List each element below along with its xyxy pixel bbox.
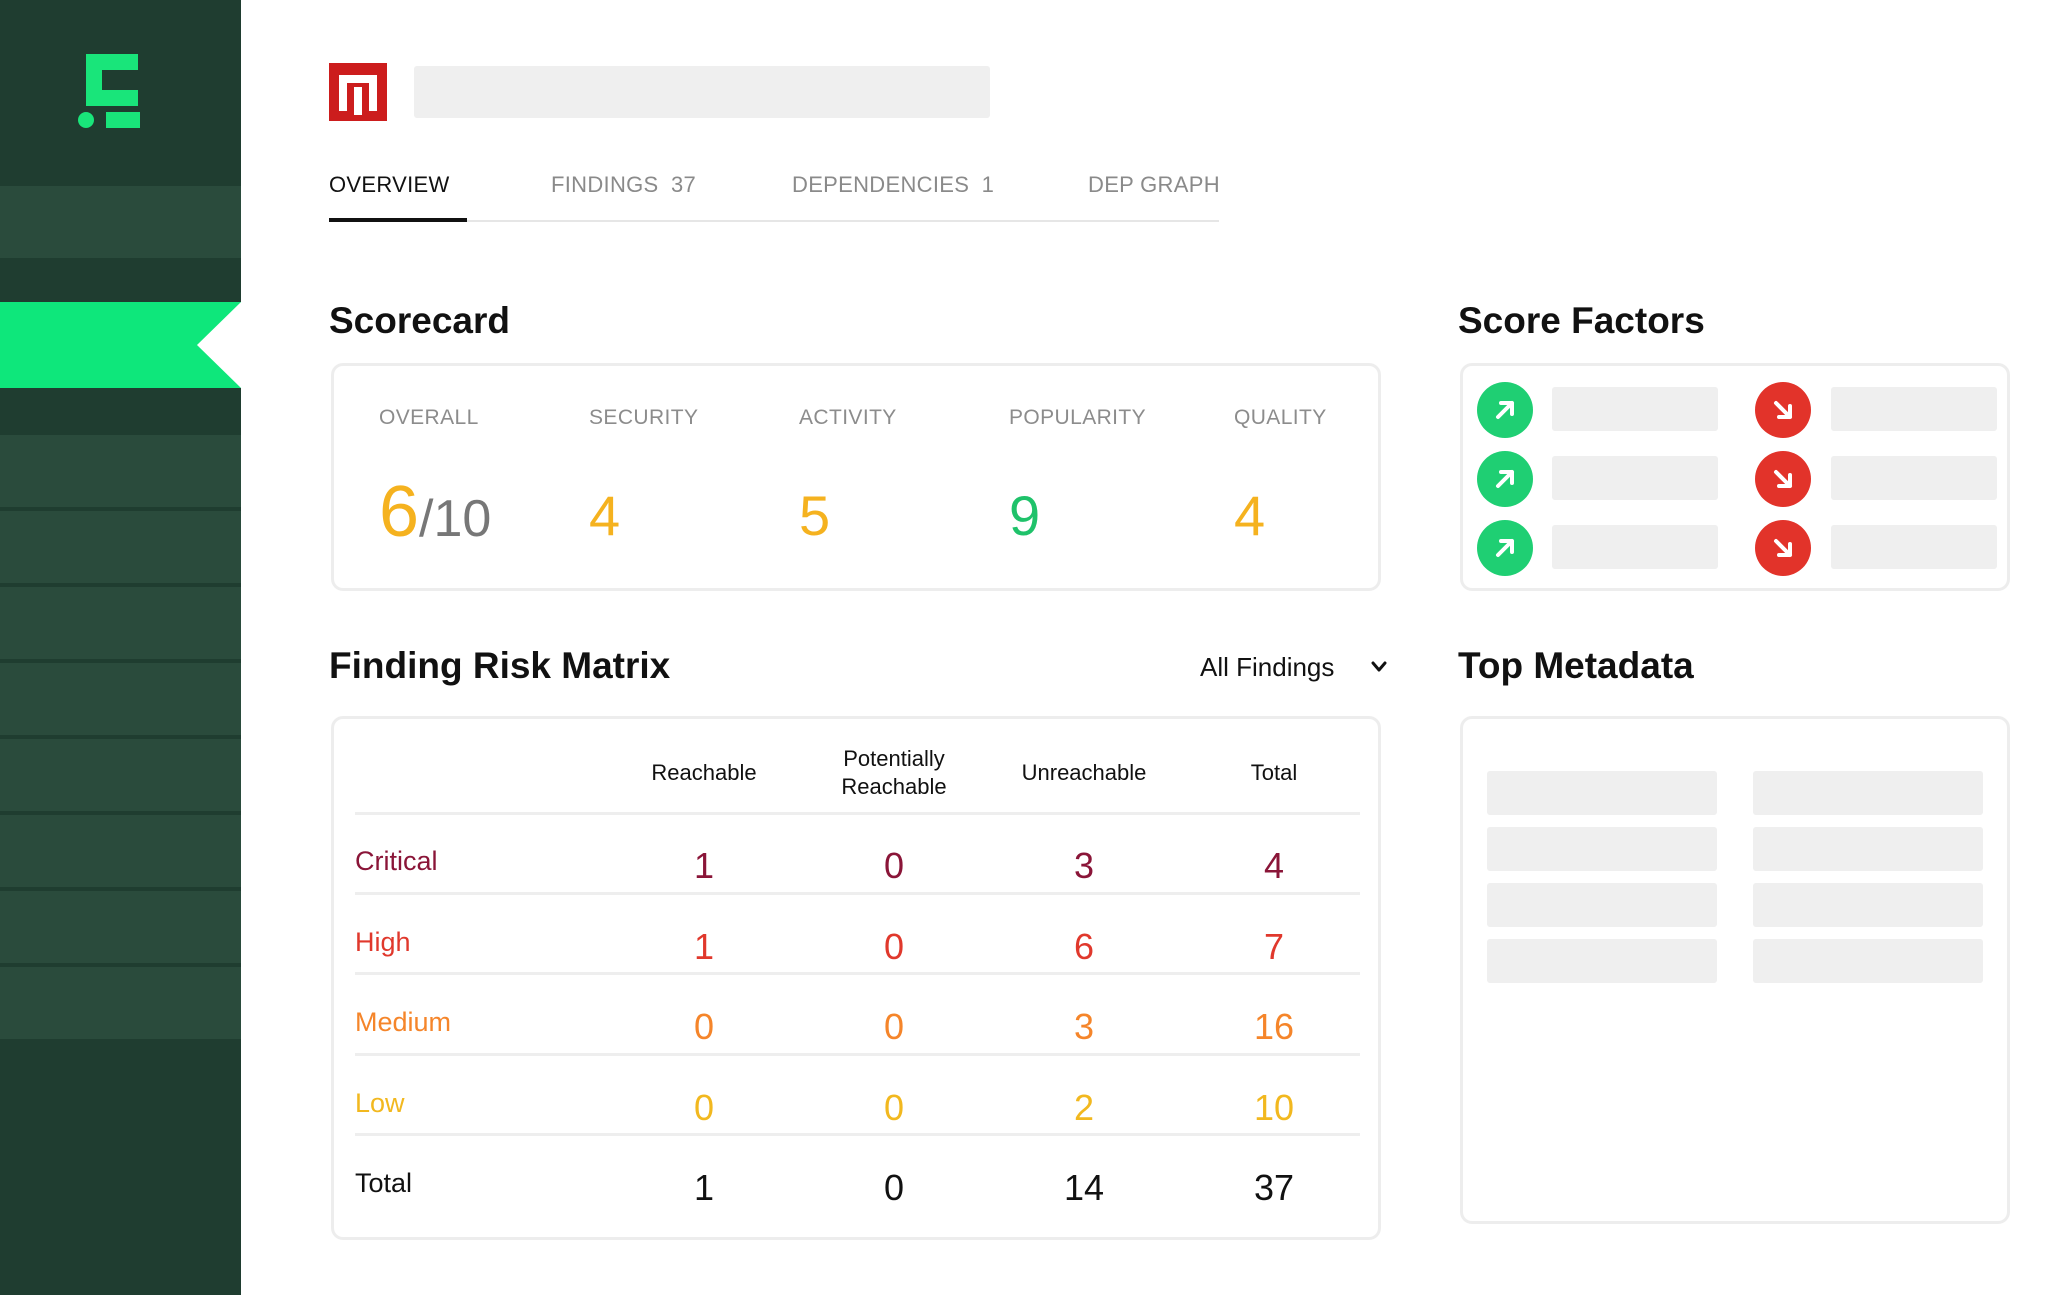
activity-score: 5 (799, 484, 831, 547)
tab-count: 1 (981, 172, 995, 197)
divider (355, 892, 1360, 895)
tab-overview[interactable]: OVERVIEW (329, 172, 450, 197)
row-label-total: Total (355, 1168, 413, 1198)
row-label-critical: Critical (355, 846, 438, 876)
cell-critical-unreachable[interactable]: 3 (1073, 845, 1095, 886)
cell-total-potentially-reachable: 0 (883, 1167, 905, 1208)
col-header-unreachable: Unreachable (1021, 760, 1147, 785)
arrow-up-right-icon (1477, 451, 1533, 507)
popularity-score: 9 (1009, 484, 1041, 547)
activity-label: ACTIVITY (799, 406, 897, 429)
risk-matrix-title: Finding Risk Matrix (329, 645, 671, 686)
endor-logo-icon[interactable] (78, 54, 148, 128)
arrow-up-right-icon (1477, 382, 1533, 438)
security-label: SECURITY (589, 406, 699, 429)
popularity-label: POPULARITY (1009, 406, 1147, 429)
row-label-high: High (355, 927, 411, 957)
row-label-low: Low (355, 1088, 405, 1118)
tab-count: 37 (670, 172, 697, 197)
security-score: 4 (589, 484, 621, 547)
overall-label: OVERALL (379, 406, 479, 429)
cell-total-total: 37 (1253, 1167, 1295, 1208)
cell-medium-total[interactable]: 16 (1253, 1006, 1295, 1047)
sidebar-item[interactable] (0, 186, 241, 258)
cell-medium-potentially-reachable[interactable]: 0 (883, 1006, 905, 1047)
cell-high-unreachable[interactable]: 6 (1073, 926, 1095, 967)
cell-high-potentially-reachable[interactable]: 0 (883, 926, 905, 967)
cell-critical-reachable[interactable]: 1 (693, 845, 715, 886)
sidebar-item[interactable] (0, 739, 241, 811)
sidebar-item[interactable] (0, 587, 241, 659)
factor-placeholder (1831, 525, 1997, 569)
metadata-placeholder (1753, 827, 1983, 871)
overall-score: 6/10 (379, 472, 492, 552)
divider (355, 972, 1360, 975)
arrow-down-right-icon (1755, 520, 1811, 576)
cell-low-reachable[interactable]: 0 (693, 1087, 715, 1128)
sidebar-item[interactable] (0, 663, 241, 735)
sidebar (0, 0, 241, 1295)
tab-dep-graph[interactable]: DEP GRAPH (1088, 172, 1220, 197)
factor-placeholder (1552, 525, 1718, 569)
row-label-medium: Medium (355, 1007, 452, 1037)
cell-low-total[interactable]: 10 (1253, 1087, 1295, 1128)
metadata-placeholder (1753, 883, 1983, 927)
scorecard-card: OVERALL 6/10 SECURITY 4 ACTIVITY 5 POPUL… (331, 363, 1381, 591)
risk-matrix-card: Reachable Potentially Reachable Unreacha… (331, 716, 1381, 1240)
col-header-reachable: Reachable (651, 760, 757, 785)
sidebar-item[interactable] (0, 891, 241, 963)
chevron-down-icon (1371, 661, 1387, 672)
sidebar-item[interactable] (0, 435, 241, 507)
tab-dependencies[interactable]: DEPENDENCIES 1 (792, 172, 995, 197)
tab-findings[interactable]: FINDINGS 37 (551, 172, 697, 197)
cell-high-total[interactable]: 7 (1263, 926, 1285, 967)
cell-medium-unreachable[interactable]: 3 (1073, 1006, 1095, 1047)
cell-critical-potentially-reachable[interactable]: 0 (883, 845, 905, 886)
metadata-placeholder (1753, 939, 1983, 983)
factor-placeholder (1831, 387, 1997, 431)
npm-logo-icon (329, 63, 387, 121)
metadata-placeholder (1487, 827, 1717, 871)
findings-filter-dropdown[interactable]: All Findings (1200, 652, 1387, 683)
metadata-placeholder (1487, 883, 1717, 927)
top-metadata-title: Top Metadata (1458, 645, 1694, 686)
divider (355, 1053, 1360, 1056)
sidebar-item[interactable] (0, 815, 241, 887)
tab-active-underline (329, 218, 467, 222)
sidebar-item[interactable] (0, 967, 241, 1039)
cell-critical-total[interactable]: 4 (1263, 845, 1285, 886)
cell-medium-reachable[interactable]: 0 (693, 1006, 715, 1047)
factor-placeholder (1831, 456, 1997, 500)
tab-bar: OVERVIEW FINDINGS 37 DEPENDENCIES 1 DEP … (329, 168, 1220, 222)
package-title-placeholder (414, 66, 990, 118)
top-metadata-card (1460, 716, 2010, 1224)
cell-low-potentially-reachable[interactable]: 0 (883, 1087, 905, 1128)
col-header-total: Total (1250, 760, 1298, 785)
col-header-potentially-reachable: Potentially Reachable (841, 746, 947, 799)
cell-high-reachable[interactable]: 1 (693, 926, 715, 967)
cell-low-unreachable[interactable]: 2 (1073, 1087, 1095, 1128)
quality-score: 4 (1234, 484, 1266, 547)
divider (355, 1133, 1360, 1136)
score-factors-card (1460, 363, 2010, 591)
metadata-placeholder (1487, 939, 1717, 983)
metadata-placeholder (1487, 771, 1717, 815)
arrow-up-right-icon (1477, 520, 1533, 576)
scorecard-title: Scorecard (329, 300, 510, 341)
cell-total-reachable: 1 (693, 1167, 715, 1208)
arrow-down-right-icon (1755, 382, 1811, 438)
divider (355, 812, 1360, 815)
factor-placeholder (1552, 387, 1718, 431)
arrow-down-right-icon (1755, 451, 1811, 507)
quality-label: QUALITY (1234, 406, 1327, 429)
cell-total-unreachable: 14 (1063, 1167, 1105, 1208)
factor-placeholder (1552, 456, 1718, 500)
score-factors-title: Score Factors (1458, 300, 1705, 341)
metadata-placeholder (1753, 771, 1983, 815)
sidebar-item[interactable] (0, 511, 241, 583)
sidebar-item-active[interactable] (0, 302, 241, 388)
